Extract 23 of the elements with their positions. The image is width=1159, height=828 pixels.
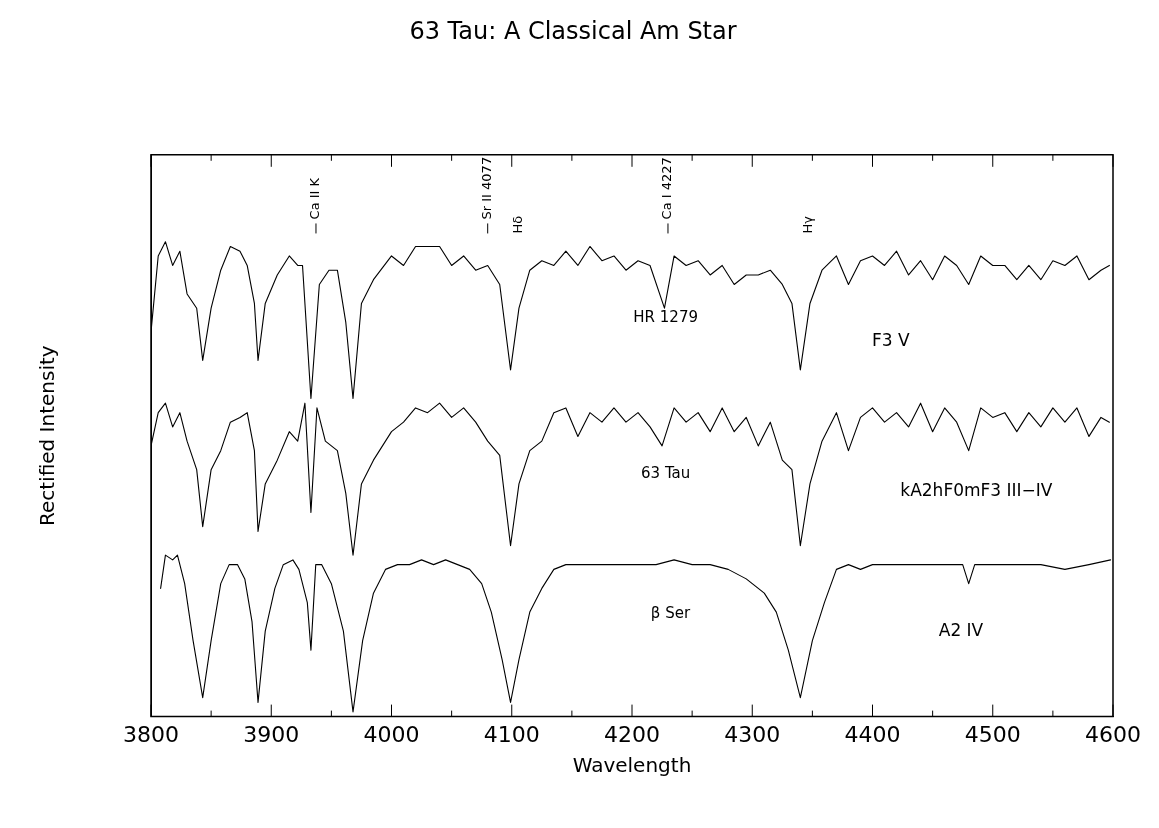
annotation: F3 V [871, 330, 910, 351]
text: Sr II 4077 [479, 156, 495, 220]
text: Hδ [510, 215, 526, 234]
text: β Ser [650, 603, 691, 622]
chart-title: 63 Tau: A Classical Am Star [409, 16, 737, 45]
x-tick-label: 4200 [604, 721, 660, 747]
x-tick-label: 3800 [123, 721, 179, 747]
x-tick-label: 4300 [724, 721, 781, 747]
text: Hγ [800, 215, 816, 234]
series-label: HR 1279 [633, 307, 698, 326]
x-tick-label: 4400 [844, 721, 901, 747]
x-tick-label: 4000 [363, 721, 420, 747]
x-tick-label: 4600 [1085, 721, 1141, 747]
annotation: A2 IV [938, 620, 984, 641]
annotation: kA2hF0mF3 III−IV [900, 480, 1053, 501]
x-tick-label: 3900 [243, 721, 300, 747]
x-tick-label: 4100 [483, 721, 540, 747]
series-label: 63 Tau [641, 463, 691, 482]
x-tick-label: 4500 [964, 721, 1021, 747]
x-axis-title: Wavelength [572, 753, 692, 778]
y-axis-title: Rectified Intensity [35, 345, 60, 527]
text: Ca II K [307, 177, 323, 220]
text: Ca I 4227 [659, 157, 675, 220]
